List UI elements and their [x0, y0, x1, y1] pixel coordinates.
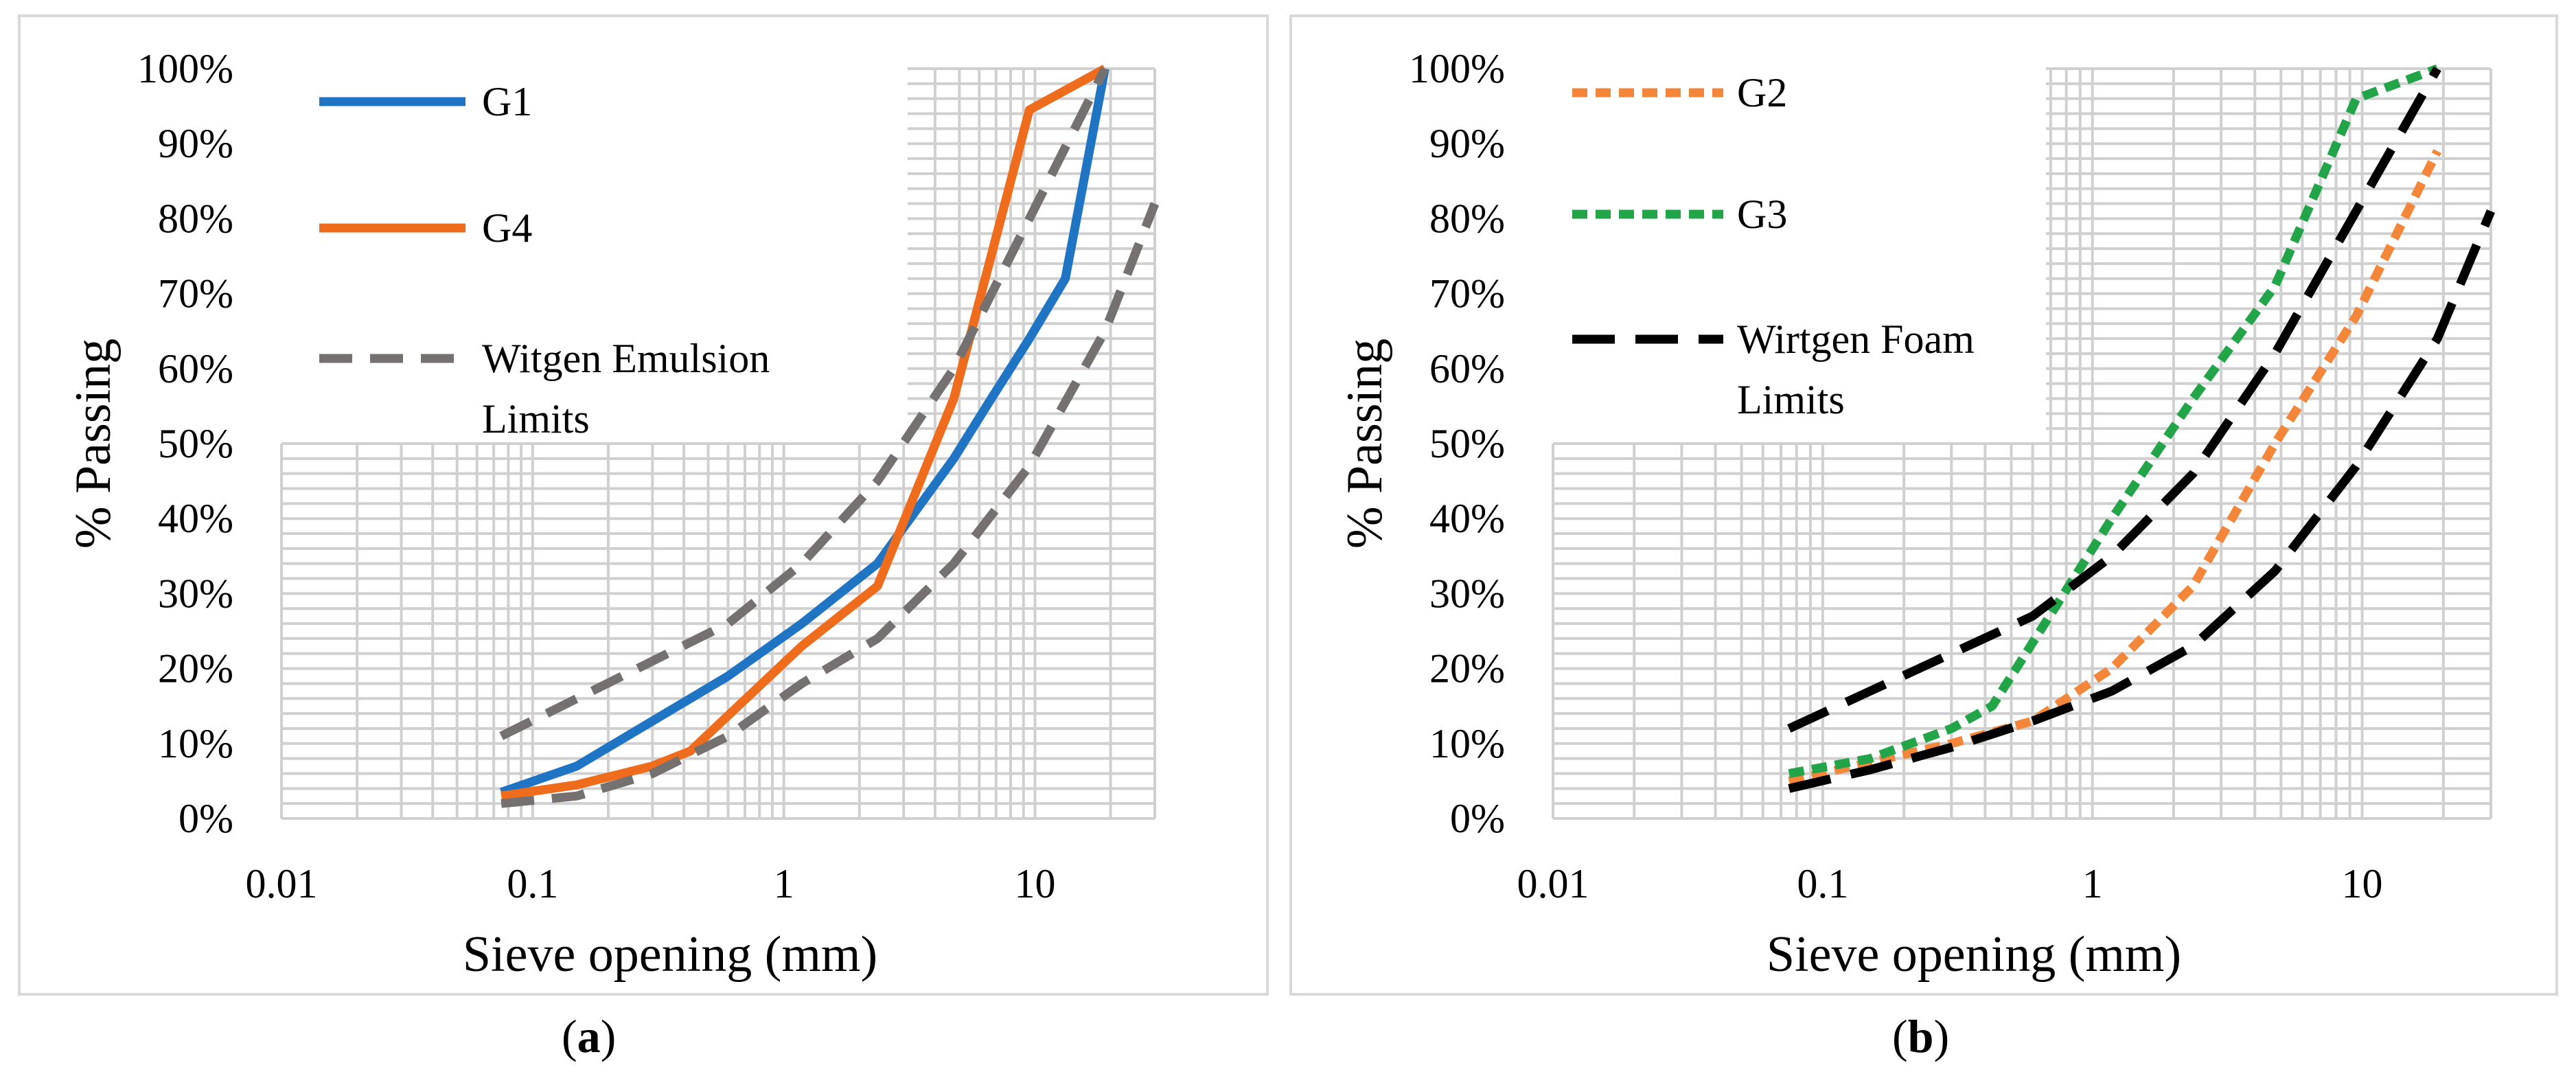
y-tick-label: 80%: [1429, 196, 1505, 241]
caption-b: (b): [1892, 1010, 1950, 1062]
y-tick-label: 10%: [1429, 721, 1505, 766]
gridlines-b: [1552, 67, 2492, 820]
y-tick-label: 0%: [1450, 796, 1505, 841]
y-tick-label: 10%: [158, 721, 233, 766]
legend-background-a: [268, 55, 901, 440]
x-axis-title: Sieve opening (mm): [1767, 926, 2181, 983]
y-tick-label: 60%: [1429, 346, 1505, 391]
series-line-g2: [1788, 149, 2441, 786]
series-line-g4: [501, 65, 1107, 801]
x-tick-label: 0.01: [1517, 861, 1589, 906]
y-tick-label: 100%: [1409, 46, 1505, 91]
y-tick-label: 60%: [158, 346, 233, 391]
series-group-a: [499, 65, 1160, 808]
legend-label-cont: Limits: [482, 396, 590, 442]
legend-label: G2: [1737, 70, 1787, 115]
caption-a-letter: a: [577, 1010, 601, 1062]
x-tick-label: 0.01: [246, 861, 318, 906]
gridlines-a: [280, 67, 1156, 820]
x-tick-label: 1: [2082, 861, 2103, 906]
series-line-witgen-emulsion-limits-upper-: [499, 67, 1109, 740]
caption-a: (a): [562, 1010, 617, 1062]
legend-label: G4: [482, 205, 532, 251]
legend-label: Wirtgen Foam: [1737, 317, 1975, 362]
y-tick-label: 40%: [158, 496, 233, 541]
y-tick-label: 30%: [1429, 571, 1505, 616]
y-axis-title: % Passing: [65, 339, 122, 549]
series-line-g1: [499, 67, 1109, 797]
y-tick-label: 20%: [1429, 646, 1505, 691]
series-line-wirtgen-foam-limits-lower-: [1788, 209, 2495, 793]
x-tick-label: 0.1: [507, 861, 558, 906]
y-tick-label: 100%: [137, 46, 233, 91]
y-tick-label: 90%: [158, 121, 233, 166]
caption-b-letter: b: [1907, 1010, 1934, 1062]
legend-label: G1: [482, 79, 532, 124]
x-axis-title: Sieve opening (mm): [463, 926, 877, 983]
series-line-witgen-emulsion-limits-lower-: [501, 202, 1160, 808]
y-tick-label: 40%: [1429, 496, 1505, 541]
series-group-b: [1787, 64, 2495, 793]
y-tick-label: 0%: [179, 796, 233, 841]
legend-label: Witgen Emulsion: [482, 336, 770, 381]
y-tick-label: 30%: [158, 571, 233, 616]
x-tick-label: 10: [1014, 861, 1055, 906]
legend-b: G2 G3 Wirtgen Foam Limits: [1572, 70, 1975, 422]
y-tick-label: 50%: [1429, 421, 1505, 466]
x-tick-label: 1: [774, 861, 794, 906]
y-axis-title: % Passing: [1337, 339, 1393, 549]
chart-a: 0% 10% 20% 30% 40% 50% 60% 70% 80% 90% 100% 0.01 0.1…: [65, 46, 1160, 983]
y-tick-label: 70%: [1429, 271, 1505, 317]
legend-label: G3: [1737, 192, 1787, 237]
chart-b: 0% 10% 20% 30% 40% 50% 60% 70% 80% 90% 100% 0.01 0.1…: [1337, 46, 2495, 983]
y-tick-label: 90%: [1429, 121, 1505, 166]
y-tick-label: 80%: [158, 196, 233, 241]
y-tick-label: 50%: [158, 421, 233, 466]
y-tick-label: 20%: [158, 646, 233, 691]
legend-background-b: [1539, 55, 2039, 440]
legend-a: G1 G4 Witgen Emulsion Limits: [319, 79, 770, 442]
x-tick-label: 10: [2342, 861, 2383, 906]
y-tick-label: 70%: [158, 271, 233, 317]
x-tick-label: 0.1: [1797, 861, 1848, 906]
legend-label-cont: Limits: [1737, 377, 1845, 422]
